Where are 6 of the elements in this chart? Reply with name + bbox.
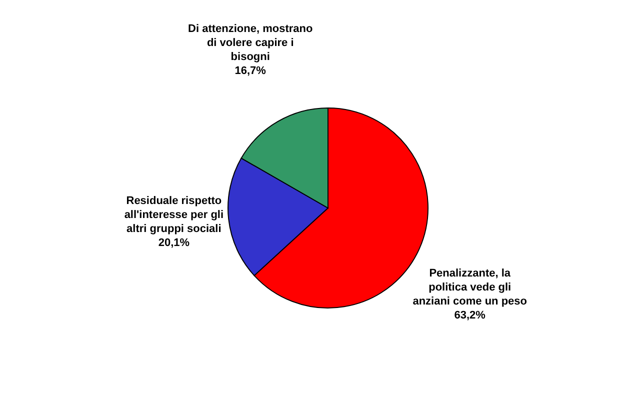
data-label: 63,2% [454, 309, 486, 322]
data-label: 20,1% [158, 237, 190, 250]
slice-label: Penalizzante, la politica vede gli anziani come un peso [412, 267, 528, 308]
slice-label: Di attenzione, mostrano di volere capire i bisogni [188, 22, 313, 63]
slice-label: Residuale rispetto all'interesse per gli altri gruppi sociali [124, 195, 224, 236]
data-label: 16,7% [234, 64, 266, 77]
